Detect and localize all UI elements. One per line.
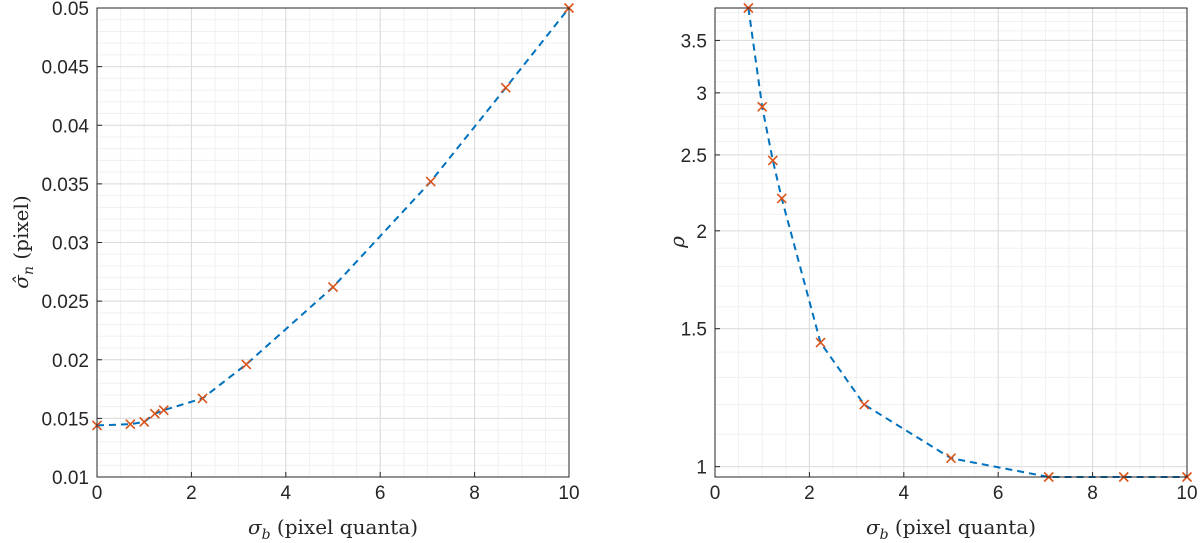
- chart-0-y-axis-label: σ̂n (pixel): [9, 195, 37, 288]
- chart-1-axis-box: [714, 7, 1188, 478]
- chart-0-y-tick-label: 0.015: [41, 409, 89, 430]
- chart-0-marker-stroke: [241, 359, 252, 370]
- chart-1-data-point: [776, 193, 787, 204]
- chart-0-marker-stroke: [425, 176, 436, 187]
- chart-0-data-point: [149, 408, 160, 419]
- chart-sigma-n-vs-sigma-b: 0 2 4 6 8 10 0.010.0150.020.0250.030.0350.040…: [9, 0, 580, 543]
- chart-1-y-tick-label: 3: [696, 84, 707, 105]
- chart-0-y-tick-label: 0.035: [41, 175, 89, 196]
- chart-0-x-tick-label: 8: [469, 483, 480, 504]
- chart-1-x-tick-label: 8: [1087, 483, 1098, 504]
- chart-rho-vs-sigma-b: 0 2 4 6 8 10 1 1.5 2 2.5 3 3.5 σb (pixel quanta) ρ: [665, 2, 1198, 543]
- chart-1-x-tick-label: 4: [899, 483, 910, 504]
- chart-0-x-tick-label: 2: [186, 483, 197, 504]
- chart-1-data-point: [767, 155, 778, 166]
- chart-0-y-tick-label: 0.01: [52, 468, 89, 489]
- chart-1-y-tick-labels: 1 1.5 2 2.5 3 3.5: [681, 31, 707, 478]
- chart-0-x-axis-label: σb (pixel quanta): [248, 515, 418, 543]
- chart-0-x-tick-label: 4: [281, 483, 292, 504]
- chart-1-y-axis-label: ρ: [665, 236, 689, 249]
- chart-1-marker-stroke: [767, 155, 778, 166]
- chart-1-y-tick-label: 2.5: [681, 146, 707, 167]
- chart-0-y-tick-label: 0.025: [41, 292, 89, 313]
- chart-0-data-point: [158, 405, 169, 416]
- chart-0-y-tick-labels: 0.01 0.015 0.02 0.025 0.03 0.035 0.04 0.045 0.05: [41, 0, 89, 489]
- chart-1-marker-stroke: [757, 101, 768, 112]
- chart-0-data-point: [425, 176, 436, 187]
- chart-1-y-tick-label: 1: [696, 458, 707, 479]
- chart-0-data-point: [197, 393, 208, 404]
- chart-1-marker-stroke: [776, 193, 787, 204]
- chart-1-x-tick-label: 0: [710, 483, 721, 504]
- chart-1-data-point: [945, 453, 957, 464]
- chart-1-axes: [714, 7, 1188, 478]
- chart-1-y-tick-label: 2: [696, 222, 707, 243]
- chart-1-x-tick-label: 10: [1176, 483, 1197, 504]
- chart-0-y-tick-label: 0.02: [52, 351, 89, 372]
- chart-0-data-point: [139, 416, 150, 427]
- chart-0-data-point: [125, 419, 136, 430]
- chart-0-axes: [96, 7, 570, 478]
- chart-1-x-axis-label: σb (pixel quanta): [866, 515, 1036, 543]
- chart-0-marker-stroke: [158, 405, 169, 416]
- chart-1-data-point: [859, 399, 870, 410]
- chart-0-data-point: [241, 359, 252, 370]
- chart-0-y-tick-label: 0.045: [41, 58, 89, 79]
- chart-0-marker-stroke: [500, 82, 511, 93]
- chart-0-data-point: [327, 281, 339, 293]
- chart-0-x-tick-label: 0: [92, 483, 103, 504]
- chart-1-y-tick-label: 1.5: [681, 320, 707, 341]
- chart-1-y-tick-label: 3.5: [681, 31, 707, 52]
- chart-0-gridlines: [96, 7, 570, 478]
- chart-0-marker-stroke: [125, 419, 136, 430]
- chart-0-y-tick-label: 0.03: [52, 234, 89, 255]
- chart-1-marker-stroke: [945, 453, 957, 464]
- chart-1-data-point: [757, 101, 768, 112]
- chart-1-marker-stroke: [859, 399, 870, 410]
- chart-0-y-tick-label: 0.05: [52, 0, 89, 20]
- chart-1-x-tick-label: 6: [993, 483, 1004, 504]
- chart-0-marker-stroke: [149, 408, 160, 419]
- chart-0-marker-stroke: [327, 281, 339, 293]
- chart-0-x-tick-labels: 0 2 4 6 8 10: [92, 483, 580, 504]
- chart-0-x-tick-label: 6: [375, 483, 386, 504]
- chart-1-gridlines: [714, 8, 1188, 477]
- chart-0-axis-box: [96, 7, 570, 478]
- chart-1-data-point: [815, 337, 826, 348]
- chart-1-x-tick-labels: 0 2 4 6 8 10: [710, 483, 1198, 504]
- chart-0-x-tick-label: 10: [558, 483, 579, 504]
- chart-1-x-tick-label: 2: [804, 483, 815, 504]
- chart-0-marker-stroke: [139, 416, 150, 427]
- chart-0-y-tick-label: 0.04: [52, 116, 89, 137]
- chart-1-marker-stroke: [815, 337, 826, 348]
- chart-0-data-point: [500, 82, 511, 93]
- chart-0-markers: [91, 2, 575, 431]
- chart-0-marker-stroke: [197, 393, 208, 404]
